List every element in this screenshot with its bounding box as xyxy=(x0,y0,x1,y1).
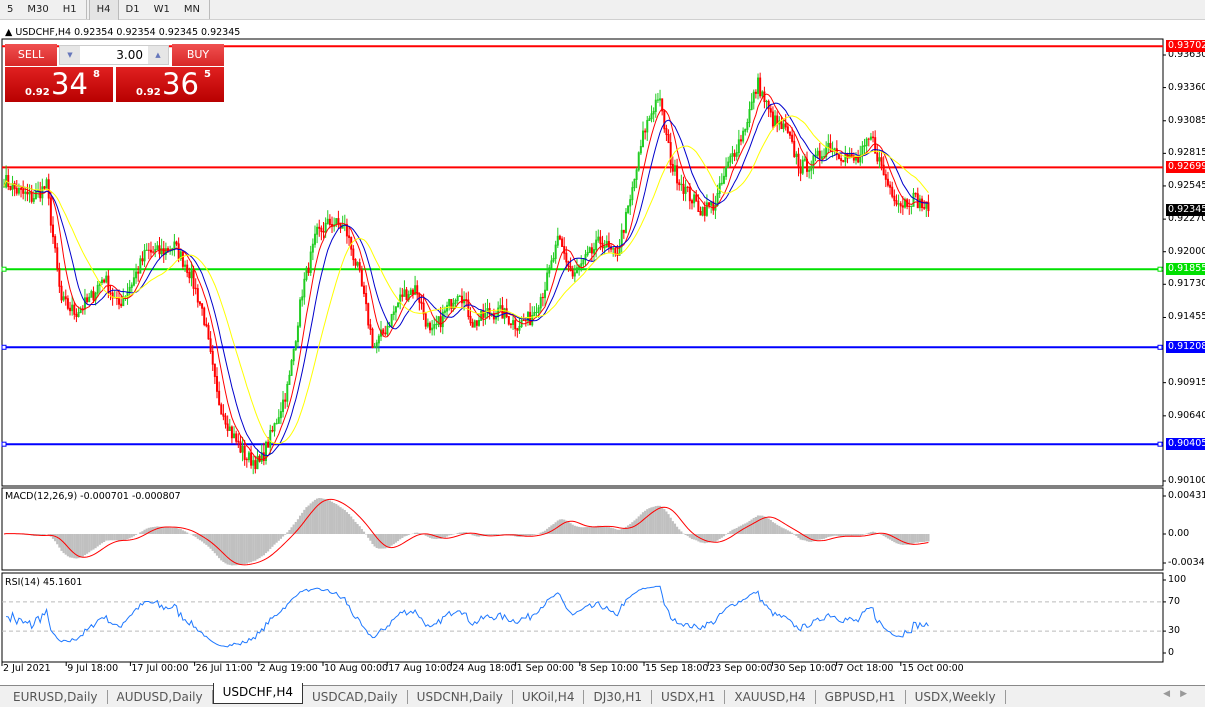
price-axis-label: 0.92815 xyxy=(1168,147,1205,159)
sell-button[interactable]: SELL xyxy=(5,44,57,66)
macd-signal-line xyxy=(3,498,929,566)
buy-price[interactable]: 0.92 36 5 xyxy=(116,67,224,102)
time-axis-label: 23 Sep 00:00 xyxy=(709,663,773,674)
price-axis-label: 0.93360 xyxy=(1168,81,1205,93)
chart-tab[interactable]: USDCAD,Daily xyxy=(303,689,408,704)
rsi-axis-label: 100 xyxy=(1168,574,1187,585)
timeframe-toolbar: 5 M30 H1 H4 D1 W1 MN xyxy=(0,0,1205,20)
chart-title: ▲ USDCHF,H4 0.92354 0.92354 0.92345 0.92… xyxy=(5,27,241,38)
chart-tab[interactable]: DJ30,H1 xyxy=(584,689,652,704)
chart-tab[interactable]: EURUSD,Daily xyxy=(4,689,108,704)
time-axis-label: 24 Aug 18:00 xyxy=(452,663,517,674)
time-axis-label: 9 Jul 18:00 xyxy=(67,663,119,674)
slow-moving-average-line xyxy=(3,115,929,445)
time-axis-label: 2 Aug 19:00 xyxy=(259,663,318,674)
rsi-panel-frame xyxy=(1,572,1164,663)
chart-tab[interactable]: AUDUSD,Daily xyxy=(108,689,213,704)
price-axis-label: 0.93085 xyxy=(1168,114,1205,126)
macd-axis-label: 0.00431 xyxy=(1168,490,1205,501)
timeframe-5[interactable]: 5 xyxy=(7,4,14,15)
chart-tab[interactable]: USDCNH,Daily xyxy=(408,689,513,704)
macd-label: MACD(12,26,9) -0.000701 -0.000807 xyxy=(5,491,181,502)
level-handle xyxy=(1,266,7,272)
chart-tabs: EURUSD,Daily AUDUSD,Daily USDCHF,H4 USDCAD,… xyxy=(0,683,1205,707)
chart-tab[interactable]: USDCHF,H4 xyxy=(212,683,304,704)
time-axis-label: 17 Jul 00:00 xyxy=(131,663,189,674)
level-price-tag: 0.90405 xyxy=(1166,438,1205,451)
rsi-axis-label: 30 xyxy=(1168,625,1181,637)
chart-tab[interactable]: USDX,H1 xyxy=(652,689,726,704)
timeframe-mn[interactable]: MN xyxy=(183,4,200,15)
tab-scroll-arrows-icon[interactable]: ◀▶ xyxy=(1163,689,1197,699)
price-axis-label: 0.90100 xyxy=(1168,475,1205,486)
sell-price[interactable]: 0.92 34 8 xyxy=(5,67,113,102)
time-axis-label: 15 Oct 00:00 xyxy=(901,663,964,674)
level-price-tag: 0.91208 xyxy=(1166,341,1205,354)
timeframe-w1[interactable]: W1 xyxy=(153,4,170,15)
current-price-tag: 0.92345 xyxy=(1166,204,1205,217)
level-handle xyxy=(1157,266,1163,272)
level-handle xyxy=(1157,344,1163,350)
time-axis-label: 15 Sep 18:00 xyxy=(645,663,709,674)
price-axis-label: 0.93630 xyxy=(1168,49,1205,60)
timeframe-m30[interactable]: M30 xyxy=(27,4,49,15)
price-axis-label: 0.92000 xyxy=(1168,245,1205,257)
price-axis-label: 0.91730 xyxy=(1168,278,1205,290)
lot-size-input[interactable]: 3.00 xyxy=(116,48,143,62)
one-click-trading-panel: SELL ▼ 3.00 ▲ BUY 0.92 34 8 0.92 36 5 xyxy=(5,44,224,102)
lot-size-stepper[interactable]: ▼ 3.00 ▲ xyxy=(59,45,169,65)
rsi-line xyxy=(6,585,929,648)
rsi-axis-label: 70 xyxy=(1168,595,1181,607)
time-axis-label: 17 Aug 10:00 xyxy=(388,663,453,674)
time-axis-label: 2 Jul 2021 xyxy=(3,663,51,674)
rsi-label: RSI(14) 45.1601 xyxy=(5,577,83,588)
main-chart-frame xyxy=(1,38,1164,487)
level-handle xyxy=(1,344,7,350)
decrease-lot-icon[interactable]: ▼ xyxy=(60,46,80,64)
macd-panel-frame xyxy=(1,487,1164,571)
price-axis-label: 0.90915 xyxy=(1168,376,1205,388)
time-axis-label: 26 Jul 11:00 xyxy=(195,663,253,674)
time-axis-label: 30 Sep 10:00 xyxy=(773,663,837,674)
timeframe-d1[interactable]: D1 xyxy=(125,4,140,15)
price-axis-label: 0.90640 xyxy=(1168,409,1205,421)
level-handle xyxy=(1157,441,1163,447)
timeframe-h4[interactable]: H4 xyxy=(88,0,119,20)
chart-tab[interactable]: GBPUSD,H1 xyxy=(816,689,906,704)
chart-tab[interactable]: USDX,Weekly xyxy=(906,689,1006,704)
chart-tab[interactable]: XAUUSD,H4 xyxy=(725,689,816,704)
time-axis-label: 7 Oct 18:00 xyxy=(837,663,894,674)
price-axis-label: 0.91455 xyxy=(1168,311,1205,323)
chart-canvas[interactable] xyxy=(0,0,1205,685)
price-axis-label: 0.92270 xyxy=(1168,213,1205,225)
level-price-tag: 0.93702 xyxy=(1166,40,1205,53)
level-price-tag: 0.91855 xyxy=(1166,263,1205,276)
macd-axis-label: -0.00340 xyxy=(1168,557,1205,568)
buy-button[interactable]: BUY xyxy=(172,44,224,66)
level-price-tag: 0.92699 xyxy=(1166,161,1205,174)
time-axis-label: 1 Sep 00:00 xyxy=(516,663,574,674)
rsi-axis-label: 0 xyxy=(1168,647,1175,658)
macd-axis-label: 0.00 xyxy=(1168,528,1190,539)
increase-lot-icon[interactable]: ▲ xyxy=(148,46,168,64)
level-handle xyxy=(1,441,7,447)
medium-moving-average-line xyxy=(3,102,929,457)
time-axis-label: 10 Aug 00:00 xyxy=(324,663,389,674)
price-axis-label: 0.92545 xyxy=(1168,179,1205,191)
fast-moving-average-line xyxy=(3,93,929,461)
collapse-triangle-icon[interactable]: ▲ xyxy=(5,27,16,38)
chart-tab[interactable]: UKOil,H4 xyxy=(513,689,585,704)
timeframe-h1[interactable]: H1 xyxy=(62,4,77,15)
time-axis-label: 8 Sep 10:00 xyxy=(580,663,639,674)
